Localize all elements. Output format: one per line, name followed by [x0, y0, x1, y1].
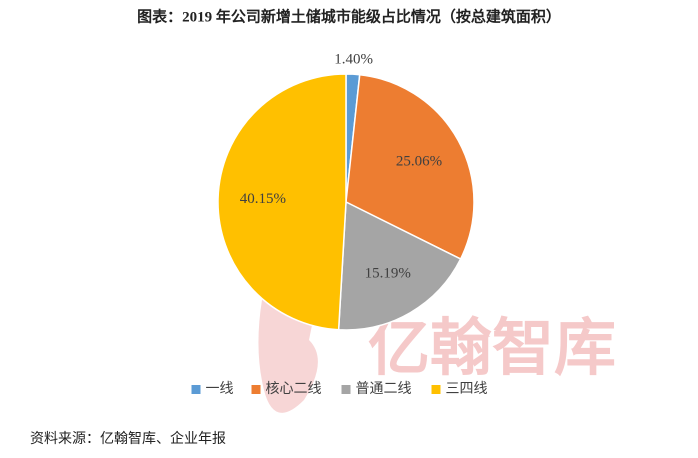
data-label: 1.40%	[334, 52, 373, 68]
data-label: 15.19%	[365, 265, 411, 281]
legend-label: 一线	[206, 381, 234, 397]
legend-swatch	[191, 385, 201, 394]
legend-swatch	[431, 385, 441, 394]
legend-label: 普通二线	[356, 381, 412, 397]
data-label: 40.15%	[240, 191, 286, 207]
watermark: 亿翰智库	[368, 311, 616, 384]
source-note: 资料来源：亿翰智库、企业年报	[30, 430, 226, 447]
legend-label: 三四线	[446, 381, 488, 397]
pie-slice	[345, 73, 475, 261]
chart-title: 图表：2019 年公司新增土储城市能级占比情况（按总建筑面积）	[137, 7, 561, 25]
data-label: 25.06%	[396, 153, 442, 169]
legend-swatch	[341, 385, 351, 394]
legend-label: 核心二线	[266, 381, 322, 397]
pie-slice	[337, 200, 462, 331]
legend-swatch	[251, 385, 261, 394]
pie-slice	[217, 73, 347, 331]
